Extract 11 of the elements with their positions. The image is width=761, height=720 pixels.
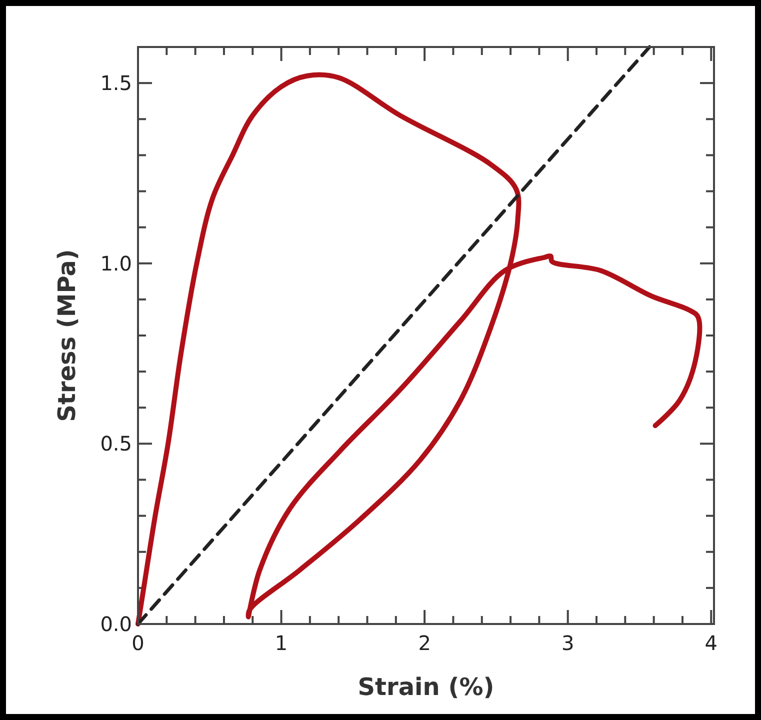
y-axis-title: Stress (MPa) — [53, 249, 81, 422]
y-tick-label: 1.5 — [100, 71, 132, 96]
x-tick-label: 4 — [704, 631, 718, 655]
x-tick-label: 3 — [561, 631, 574, 655]
y-tick-label: 1.0 — [100, 251, 132, 276]
x-axis-title: Strain (%) — [358, 673, 494, 701]
x-tick-label: 2 — [418, 631, 431, 655]
x-tick-label: 0 — [132, 631, 144, 655]
y-tick-label: 0.0 — [100, 612, 132, 636]
x-tick-label: 1 — [274, 631, 288, 655]
y-tick-label: 0.5 — [100, 432, 132, 456]
